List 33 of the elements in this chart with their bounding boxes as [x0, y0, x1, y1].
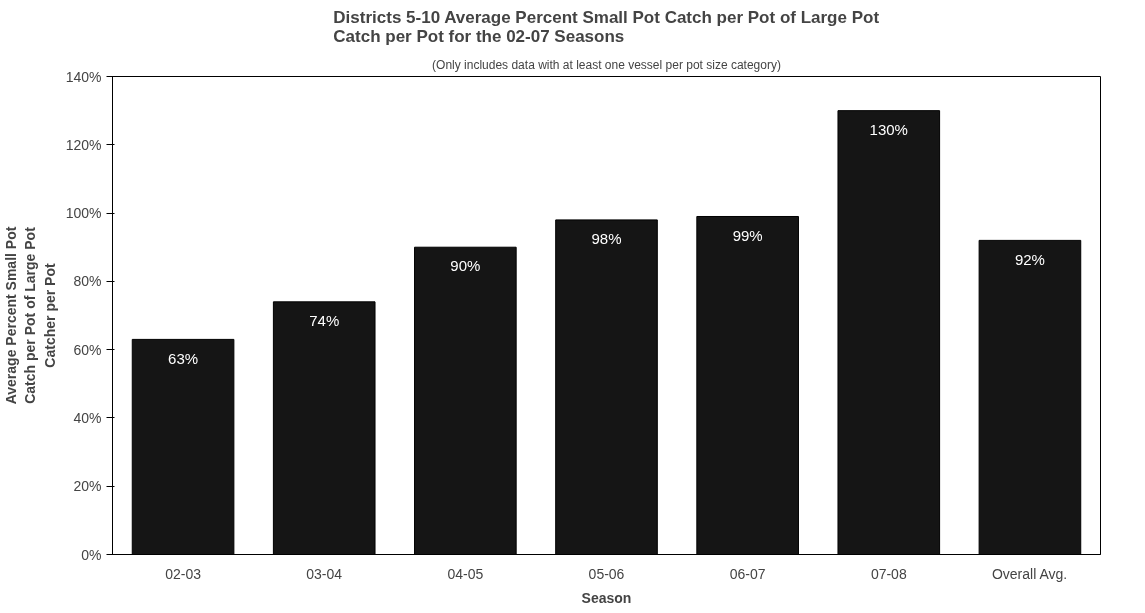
- chart-subtitle: (Only includes data with at least one vessel per pot size category): [432, 57, 781, 72]
- y-tick-label: 20%: [73, 478, 102, 495]
- data-label: 63%: [168, 349, 199, 367]
- y-tick-label: 0%: [81, 546, 102, 563]
- x-tick-label: 02-03: [165, 565, 202, 582]
- x-tick-label: 05-06: [588, 565, 625, 582]
- data-label: 130%: [869, 120, 908, 138]
- x-axis-title: Season: [581, 589, 632, 606]
- bar: [414, 246, 517, 555]
- x-tick-label: Overall Avg.: [991, 565, 1068, 582]
- bar: [696, 215, 799, 555]
- y-tick-label: 140%: [65, 68, 102, 85]
- bar: [837, 110, 941, 555]
- data-label: 74%: [309, 312, 340, 330]
- data-label: 90%: [450, 257, 481, 275]
- y-axis-title: Average Percent Small Pot Catch per Pot of Large Pot Catcher per Pot: [3, 226, 58, 405]
- bar: [131, 338, 235, 555]
- y-tick-label: 120%: [65, 136, 102, 153]
- bar: [978, 239, 1082, 555]
- bar: [555, 219, 658, 555]
- data-label: 99%: [732, 226, 763, 244]
- y-tick-label: 40%: [73, 409, 102, 426]
- x-tick-label: 07-08: [870, 565, 907, 582]
- y-tick-label: 100%: [65, 205, 102, 222]
- data-label: 92%: [1014, 250, 1045, 268]
- x-tick-label: 04-05: [447, 565, 484, 582]
- chart-title: Districts 5-10 Average Percent Small Pot Catch per Pot of Large Pot Catch per Pot for the 02-07 Seasons: [333, 7, 880, 46]
- x-tick-label: 06-07: [729, 565, 766, 582]
- data-label: 98%: [591, 230, 622, 248]
- y-tick-label: 80%: [73, 273, 102, 290]
- bar: [272, 301, 376, 555]
- y-tick-label: 60%: [73, 341, 102, 358]
- x-tick-label: 03-04: [306, 565, 343, 582]
